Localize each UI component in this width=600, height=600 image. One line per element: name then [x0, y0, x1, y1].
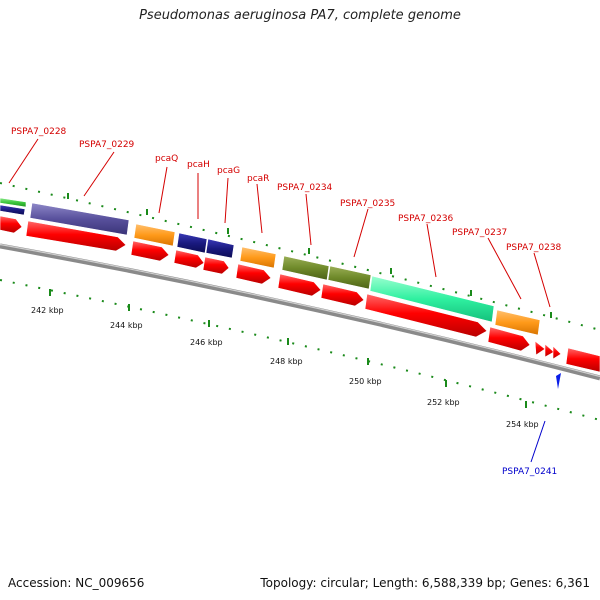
cds-arrow-small	[534, 340, 546, 356]
gene-label: pcaG	[217, 166, 240, 176]
axis-tick-labels: 242 kbp 244 kbp 246 kbp 248 kbp 250 kbp …	[31, 306, 539, 429]
genome-title: Pseudomonas aeruginosa PA7, complete gen…	[139, 8, 461, 23]
outer-tick-track	[0, 182, 600, 331]
gene-label: PSPA7_0236	[398, 214, 454, 224]
gene-label: PSPA7_0234	[277, 183, 333, 193]
outer-major-tick	[390, 268, 392, 274]
gene-label: PSPA7_0238	[506, 243, 562, 253]
gene-block-navy-small	[0, 204, 26, 216]
gene-block-purple	[29, 202, 130, 236]
outer-major-tick	[67, 193, 69, 199]
gene-block-orange	[239, 246, 277, 269]
inner-major-tick	[208, 320, 210, 327]
gene-block-navy	[205, 238, 235, 259]
topology-text: Topology: circular; Length: 6,588,339 bp…	[260, 576, 590, 590]
gene-label: pcaR	[247, 174, 269, 184]
accession-text: Accession: NC_009656	[8, 576, 145, 590]
cds-arrow	[130, 240, 170, 262]
gene-label: PSPA7_0229	[79, 140, 135, 150]
inner-major-tick	[367, 358, 369, 365]
gene-label: PSPA7_0235	[340, 199, 395, 209]
gene-block-mint	[369, 275, 495, 323]
label-leaders	[8, 138, 551, 308]
inner-major-tick	[49, 289, 51, 296]
axis-tick-label: 246 kbp	[190, 338, 223, 347]
gene-feature-track	[0, 197, 541, 336]
axis-tick-label: 250 kbp	[349, 377, 382, 386]
outer-major-tick	[550, 312, 552, 318]
gene-block-green	[0, 197, 27, 208]
axis-tick-label: 252 kbp	[427, 398, 460, 407]
label-leader-bottom	[530, 420, 546, 463]
inner-major-tick	[287, 338, 289, 345]
gene-label: PSPA7_0237	[452, 228, 507, 238]
blue-feature-marker	[556, 373, 561, 389]
outer-major-tick	[308, 248, 310, 254]
cds-arrow	[173, 249, 205, 269]
cds-arrow-track	[0, 215, 600, 373]
inner-major-tick	[445, 380, 447, 387]
outer-major-tick	[227, 228, 229, 234]
gene-block-navy	[176, 232, 208, 254]
outer-major-tick	[146, 209, 148, 215]
genome-backbone	[0, 243, 600, 381]
inner-major-tick	[525, 401, 527, 408]
gene-label: PSPA7_0228	[11, 127, 67, 137]
cds-arrow	[235, 263, 272, 285]
cds-arrow	[320, 283, 365, 307]
cds-arrow	[364, 293, 488, 338]
inner-major-tick	[128, 304, 130, 311]
cds-arrow	[25, 220, 127, 252]
cds-arrow	[202, 256, 230, 275]
cds-arrow	[487, 326, 531, 352]
genome-backbone-highlight	[0, 243, 600, 378]
outer-major-tick	[470, 290, 472, 296]
cds-arrow	[565, 347, 600, 373]
axis-tick-label: 254 kbp	[506, 420, 539, 429]
gene-block-orange	[133, 223, 176, 247]
gene-block-olive	[281, 255, 330, 281]
inner-tick-track	[0, 279, 600, 421]
gene-block-orange	[494, 309, 541, 336]
gene-labels: PSPA7_0228 PSPA7_0229 pcaQ pcaH pcaG pca…	[11, 127, 562, 477]
gene-label: pcaH	[187, 160, 210, 170]
axis-tick-label: 248 kbp	[270, 357, 303, 366]
cds-arrow	[277, 273, 322, 297]
cds-arrow-small	[552, 345, 562, 360]
axis-tick-label: 244 kbp	[110, 321, 143, 330]
gene-label: pcaQ	[155, 154, 178, 164]
gene-block-olive	[327, 265, 372, 290]
axis-tick-label: 242 kbp	[31, 306, 64, 315]
gene-label: PSPA7_0241	[502, 467, 557, 477]
cds-arrow-small	[544, 343, 555, 358]
cds-arrow	[0, 215, 23, 234]
